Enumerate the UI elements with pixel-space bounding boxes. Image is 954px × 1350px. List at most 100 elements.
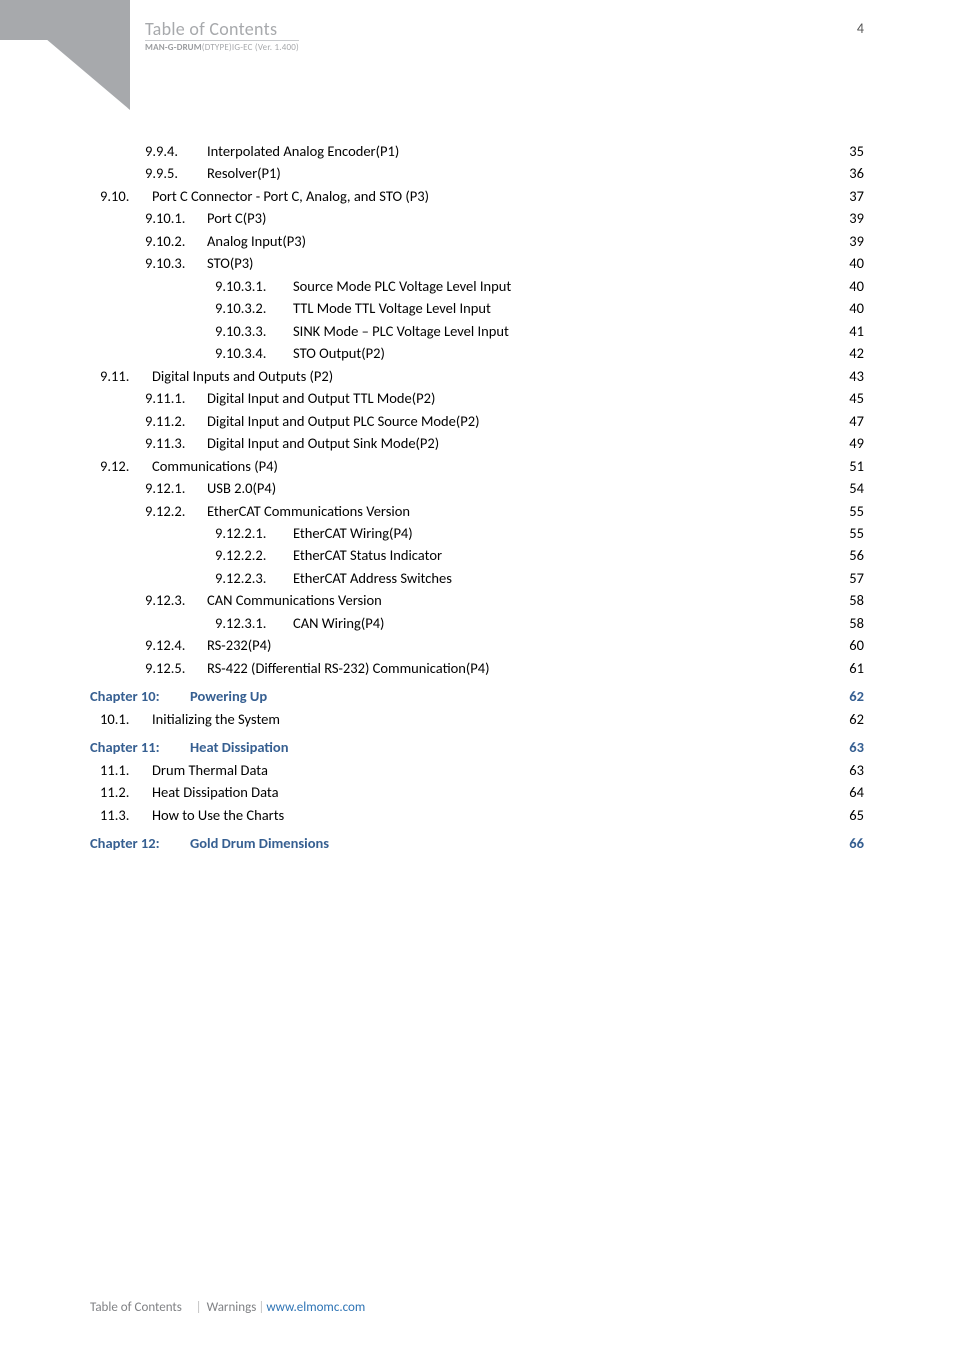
toc-label: Digital Inputs and Outputs (P2) (152, 365, 333, 387)
toc-number: 9.12.2.2. (215, 544, 293, 566)
toc-label: Communications (P4) (152, 455, 278, 477)
toc-label: EtherCAT Address Switches (293, 567, 452, 589)
toc-label: SINK Mode – PLC Voltage Level Input (293, 320, 509, 342)
toc-number: 9.10.3.2. (215, 297, 293, 319)
toc-number: 9.11.1. (145, 387, 207, 409)
toc-number: 9.10. (100, 185, 152, 207)
toc-row[interactable]: 9.10.1.Port C(P3)39 (90, 207, 864, 229)
toc-row[interactable]: 9.11.Digital Inputs and Outputs (P2)43 (90, 365, 864, 387)
toc-page: 62 (847, 685, 864, 707)
toc-number: Chapter 10: (90, 685, 190, 707)
toc-row[interactable]: Chapter 12:Gold Drum Dimensions66 (90, 832, 864, 854)
toc-row[interactable]: 9.11.2.Digital Input and Output PLC Sour… (90, 410, 864, 432)
toc-page: 58 (847, 612, 864, 634)
page-footer: Table of Contents | Warnings|www.elmomc.… (90, 1300, 365, 1315)
footer-link[interactable]: www.elmomc.com (266, 1300, 365, 1315)
toc-row[interactable]: 9.12.3.CAN Communications Version58 (90, 589, 864, 611)
toc-label: RS-232(P4) (207, 634, 271, 656)
toc-page: 39 (847, 207, 864, 229)
toc-label: CAN Communications Version (207, 589, 382, 611)
toc-label: USB 2.0(P4) (207, 477, 276, 499)
toc-page: 45 (847, 387, 864, 409)
toc-page: 36 (847, 162, 864, 184)
toc-row[interactable]: 9.12.4.RS-232(P4) 60 (90, 634, 864, 656)
toc-page: 39 (847, 230, 864, 252)
table-of-contents: 9.9.4.Interpolated Analog Encoder(P1)359… (90, 140, 864, 855)
toc-label: Heat Dissipation (190, 736, 288, 758)
toc-number: 9.11.3. (145, 432, 207, 454)
toc-number: 9.10.3.3. (215, 320, 293, 342)
toc-page: 55 (847, 500, 864, 522)
toc-page: 58 (847, 589, 864, 611)
toc-label: Port C(P3) (207, 207, 266, 229)
toc-row[interactable]: 9.10.3.4.STO Output(P2)42 (90, 342, 864, 364)
toc-page: 40 (847, 252, 864, 274)
toc-row[interactable]: 11.2.Heat Dissipation Data64 (90, 781, 864, 803)
toc-row[interactable]: 9.10.3.STO(P3)40 (90, 252, 864, 274)
toc-row[interactable]: 9.10.2.Analog Input(P3)39 (90, 230, 864, 252)
toc-row[interactable]: 9.12.Communications (P4) 51 (90, 455, 864, 477)
toc-label: Port C Connector - Port C, Analog, and S… (152, 185, 429, 207)
toc-number: 11.2. (100, 781, 152, 803)
toc-number: 9.12.2.3. (215, 567, 293, 589)
toc-page: 63 (847, 759, 864, 781)
toc-row[interactable]: 9.10.3.2.TTL Mode TTL Voltage Level Inpu… (90, 297, 864, 319)
toc-number: 9.12.4. (145, 634, 207, 656)
footer-left: Table of Contents (90, 1300, 182, 1315)
toc-row[interactable]: 9.12.2.EtherCAT Communications Version 5… (90, 500, 864, 522)
toc-label: EtherCAT Status Indicator (293, 544, 442, 566)
toc-label: STO Output(P2) (293, 342, 385, 364)
header-subtitle: MAN-G-DRUM(DTYPE)IG-EC (Ver. 1.400) (145, 40, 299, 53)
page: Table of Contents MAN-G-DRUM(DTYPE)IG-EC… (0, 0, 954, 1350)
toc-row[interactable]: 9.12.3.1.CAN Wiring(P4)58 (90, 612, 864, 634)
toc-label: Source Mode PLC Voltage Level Input (293, 275, 511, 297)
toc-row[interactable]: 9.10.3.3.SINK Mode – PLC Voltage Level I… (90, 320, 864, 342)
toc-number: 9.12.2. (145, 500, 207, 522)
toc-row[interactable]: 9.9.5.Resolver(P1) 36 (90, 162, 864, 184)
toc-number: Chapter 11: (90, 736, 190, 758)
toc-number: 9.9.5. (145, 162, 207, 184)
toc-row[interactable]: 10.1.Initializing the System 62 (90, 708, 864, 730)
toc-row[interactable]: 9.12.2.2.EtherCAT Status Indicator56 (90, 544, 864, 566)
toc-label: Gold Drum Dimensions (190, 832, 329, 854)
toc-page: 64 (847, 781, 864, 803)
toc-row[interactable]: 11.3.How to Use the Charts 65 (90, 804, 864, 826)
toc-row[interactable]: 9.12.5.RS-422 (Differential RS-232) Comm… (90, 657, 864, 679)
toc-row[interactable]: Chapter 10:Powering Up 62 (90, 685, 864, 707)
toc-page: 63 (847, 736, 864, 758)
toc-number: 9.9.4. (145, 140, 207, 162)
toc-number: 9.12. (100, 455, 152, 477)
header-decoration-triangle (0, 0, 130, 110)
toc-row[interactable]: 9.12.1.USB 2.0(P4)54 (90, 477, 864, 499)
toc-row[interactable]: Chapter 11:Heat Dissipation 63 (90, 736, 864, 758)
footer-separator: | (196, 1300, 202, 1315)
toc-label: EtherCAT Wiring(P4) (293, 522, 413, 544)
toc-label: Drum Thermal Data (152, 759, 268, 781)
toc-number: 9.10.3.4. (215, 342, 293, 364)
toc-label: CAN Wiring(P4) (293, 612, 384, 634)
toc-row[interactable]: 11.1.Drum Thermal Data63 (90, 759, 864, 781)
toc-page: 62 (847, 708, 864, 730)
toc-row[interactable]: 9.12.2.3.EtherCAT Address Switches 57 (90, 567, 864, 589)
toc-page: 66 (847, 832, 864, 854)
toc-row[interactable]: 9.11.3.Digital Input and Output Sink Mod… (90, 432, 864, 454)
toc-page: 49 (847, 432, 864, 454)
toc-row[interactable]: 9.9.4.Interpolated Analog Encoder(P1)35 (90, 140, 864, 162)
toc-row[interactable]: 9.11.1.Digital Input and Output TTL Mode… (90, 387, 864, 409)
toc-label: RS-422 (Differential RS-232) Communicati… (207, 657, 490, 679)
header-text-block: Table of Contents MAN-G-DRUM(DTYPE)IG-EC… (145, 18, 299, 53)
toc-page: 51 (847, 455, 864, 477)
toc-row[interactable]: 9.10.Port C Connector - Port C, Analog, … (90, 185, 864, 207)
toc-label: How to Use the Charts (152, 804, 284, 826)
toc-page: 60 (847, 634, 864, 656)
toc-row[interactable]: 9.12.2.1.EtherCAT Wiring(P4)55 (90, 522, 864, 544)
header-sub-rest: (DTYPE)IG-EC (Ver. 1.400) (202, 42, 299, 53)
toc-row[interactable]: 9.10.3.1.Source Mode PLC Voltage Level I… (90, 275, 864, 297)
toc-page: 37 (847, 185, 864, 207)
toc-number: 9.12.5. (145, 657, 207, 679)
toc-page: 57 (847, 567, 864, 589)
toc-page: 54 (847, 477, 864, 499)
toc-label: TTL Mode TTL Voltage Level Input (293, 297, 491, 319)
toc-label: Resolver(P1) (207, 162, 281, 184)
toc-number: 11.3. (100, 804, 152, 826)
